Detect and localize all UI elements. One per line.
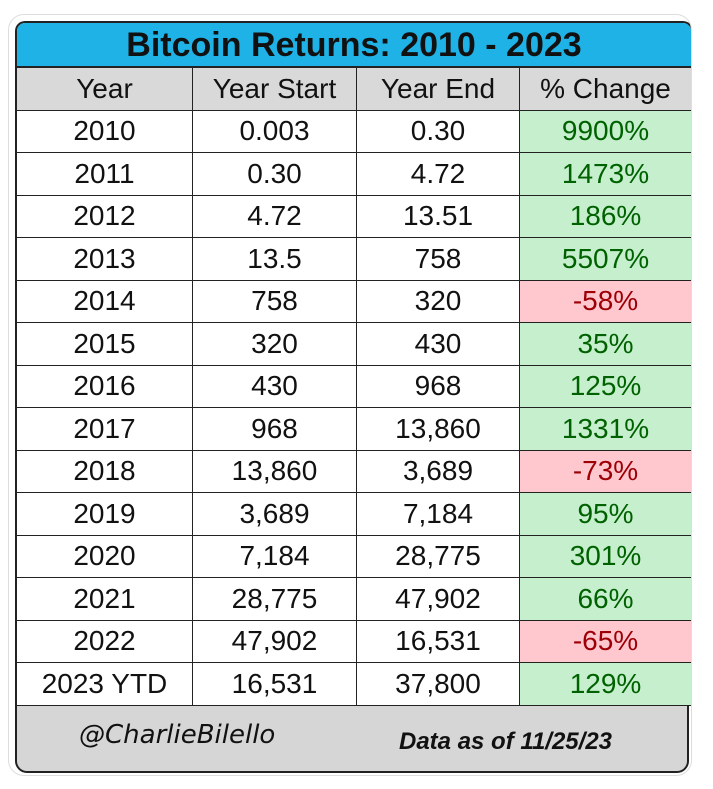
cell-year-start: 968 bbox=[193, 408, 357, 450]
cell-year-start: 0.30 bbox=[193, 153, 357, 195]
cell-year-start: 28,775 bbox=[193, 578, 357, 620]
cell-change: 301% bbox=[520, 535, 691, 577]
footer: @CharlieBilello Data as of 11/25/23 bbox=[15, 706, 689, 773]
cell-year: 2023 YTD bbox=[17, 663, 193, 705]
table-row: 2015 320 430 35% bbox=[17, 323, 691, 366]
table-title: Bitcoin Returns: 2010 - 2023 bbox=[17, 23, 691, 68]
cell-year: 2021 bbox=[17, 578, 193, 620]
table-row: 2021 28,775 47,902 66% bbox=[17, 578, 691, 621]
cell-year-start: 430 bbox=[193, 365, 357, 407]
cell-change: 1473% bbox=[520, 153, 691, 195]
cell-change: 95% bbox=[520, 493, 691, 535]
cell-year-start: 758 bbox=[193, 280, 357, 322]
cell-year-end: 7,184 bbox=[357, 493, 520, 535]
table-row: 2012 4.72 13.51 186% bbox=[17, 195, 691, 238]
cell-year-start: 47,902 bbox=[193, 620, 357, 662]
cell-change: -73% bbox=[520, 450, 691, 492]
data-date: Data as of 11/25/23 bbox=[399, 728, 613, 755]
author-handle: @CharlieBilello bbox=[79, 720, 276, 750]
cell-year: 2015 bbox=[17, 323, 193, 365]
cell-year-start: 13,860 bbox=[193, 450, 357, 492]
cell-year: 2016 bbox=[17, 365, 193, 407]
table-row: 2018 13,860 3,689 -73% bbox=[17, 450, 691, 493]
table-row: 2010 0.003 0.30 9900% bbox=[17, 110, 691, 153]
cell-year-end: 47,902 bbox=[357, 578, 520, 620]
table-row: 2016 430 968 125% bbox=[17, 365, 691, 408]
cell-year: 2010 bbox=[17, 110, 193, 152]
cell-year-end: 3,689 bbox=[357, 450, 520, 492]
cell-change: 1331% bbox=[520, 408, 691, 450]
cell-year: 2011 bbox=[17, 153, 193, 195]
cell-change: 125% bbox=[520, 365, 691, 407]
cell-year: 2020 bbox=[17, 535, 193, 577]
cell-year-start: 7,184 bbox=[193, 535, 357, 577]
cell-year-start: 320 bbox=[193, 323, 357, 365]
cell-change: 66% bbox=[520, 578, 691, 620]
cell-year: 2017 bbox=[17, 408, 193, 450]
cell-year-start: 4.72 bbox=[193, 195, 357, 237]
cell-year-end: 16,531 bbox=[357, 620, 520, 662]
header-row: Year Year Start Year End % Change bbox=[17, 68, 691, 111]
cell-year-end: 13.51 bbox=[357, 195, 520, 237]
cell-year-end: 13,860 bbox=[357, 408, 520, 450]
cell-change: 35% bbox=[520, 323, 691, 365]
table-row: 2011 0.30 4.72 1473% bbox=[17, 153, 691, 196]
cell-year: 2018 bbox=[17, 450, 193, 492]
cell-year: 2013 bbox=[17, 238, 193, 280]
cell-year-end: 430 bbox=[357, 323, 520, 365]
cell-year-start: 0.003 bbox=[193, 110, 357, 152]
cell-year-end: 0.30 bbox=[357, 110, 520, 152]
cell-year-end: 968 bbox=[357, 365, 520, 407]
cell-year: 2019 bbox=[17, 493, 193, 535]
cell-year-start: 13.5 bbox=[193, 238, 357, 280]
cell-change: -65% bbox=[520, 620, 691, 662]
cell-year: 2022 bbox=[17, 620, 193, 662]
header-year-start: Year Start bbox=[193, 68, 357, 110]
cell-year-end: 28,775 bbox=[357, 535, 520, 577]
cell-change: 186% bbox=[520, 195, 691, 237]
cell-year-end: 37,800 bbox=[357, 663, 520, 705]
returns-table: Bitcoin Returns: 2010 - 2023 Year Year S… bbox=[15, 21, 691, 706]
table-row: 2019 3,689 7,184 95% bbox=[17, 493, 691, 536]
header-year-end: Year End bbox=[357, 68, 520, 110]
cell-year: 2012 bbox=[17, 195, 193, 237]
cell-year: 2014 bbox=[17, 280, 193, 322]
cell-change: 5507% bbox=[520, 238, 691, 280]
cell-change: 129% bbox=[520, 663, 691, 705]
table-row: 2023 YTD 16,531 37,800 129% bbox=[17, 663, 691, 706]
header-year: Year bbox=[17, 68, 193, 110]
cell-year-end: 4.72 bbox=[357, 153, 520, 195]
table-row: 2013 13.5 758 5507% bbox=[17, 238, 691, 281]
cell-change: -58% bbox=[520, 280, 691, 322]
header-change: % Change bbox=[520, 68, 691, 110]
cell-year-start: 16,531 bbox=[193, 663, 357, 705]
cell-year-start: 3,689 bbox=[193, 493, 357, 535]
returns-table-card: Bitcoin Returns: 2010 - 2023 Year Year S… bbox=[8, 14, 692, 776]
cell-year-end: 758 bbox=[357, 238, 520, 280]
table-row: 2017 968 13,860 1331% bbox=[17, 408, 691, 451]
table-row: 2020 7,184 28,775 301% bbox=[17, 535, 691, 578]
table-row: 2022 47,902 16,531 -65% bbox=[17, 620, 691, 663]
cell-year-end: 320 bbox=[357, 280, 520, 322]
cell-change: 9900% bbox=[520, 110, 691, 152]
table-row: 2014 758 320 -58% bbox=[17, 280, 691, 323]
